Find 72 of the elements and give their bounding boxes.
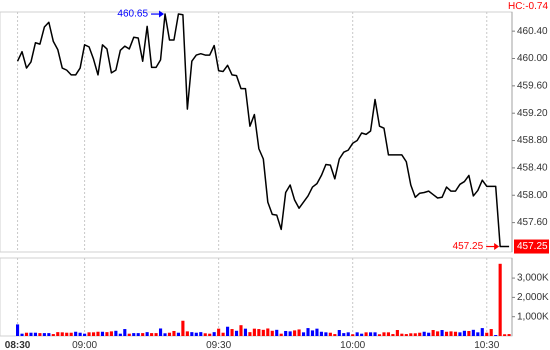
bar: [150, 333, 154, 336]
x-tick-label: 09:30: [206, 340, 232, 350]
bar: [168, 332, 172, 336]
bar: [100, 332, 104, 336]
bar: [293, 330, 296, 336]
y-tick-label: 458.40: [517, 162, 548, 174]
bar: [440, 330, 444, 336]
annotation: 460.65: [117, 8, 148, 20]
bar: [467, 330, 470, 336]
y-tick-label: 458.00: [517, 190, 548, 201]
x-tick-label: 08:30: [4, 340, 31, 350]
bar: [458, 332, 462, 336]
bar: [176, 332, 180, 336]
annotation: HC:-0.74: [508, 1, 548, 12]
y-tick-label: 460.40: [517, 26, 548, 37]
bar: [302, 332, 306, 336]
bar: [373, 332, 377, 336]
bar: [432, 330, 435, 336]
bar: [92, 332, 96, 336]
bar: [449, 331, 453, 336]
y-tick-label: 457.60: [517, 217, 548, 228]
y-tick-label: 2,000K: [517, 292, 550, 304]
bar: [369, 332, 372, 336]
bar: [382, 332, 386, 336]
x-tick-label: 09:00: [72, 340, 98, 350]
bar: [498, 264, 502, 336]
bar: [110, 331, 113, 336]
bar: [87, 332, 91, 336]
bar: [47, 333, 50, 336]
bar: [324, 332, 328, 336]
annotation: 457.25: [452, 241, 484, 252]
bar: [172, 330, 176, 336]
bar: [74, 332, 78, 336]
bar: [146, 332, 149, 336]
bar: [123, 329, 126, 336]
x-tick-label: 10:00: [340, 340, 366, 350]
bar: [386, 332, 390, 336]
bar: [454, 332, 458, 336]
bar: [158, 328, 162, 336]
x-tick-label: 10:30: [474, 340, 500, 350]
bar: [315, 328, 319, 336]
y-tick-label: 459.20: [517, 108, 548, 119]
y-tick-label: 3,000K: [517, 272, 550, 284]
bar: [284, 330, 288, 336]
bar: [244, 328, 248, 336]
bar: [24, 332, 28, 336]
y-tick-label: 460.00: [517, 53, 548, 64]
bar: [422, 332, 426, 336]
bar: [29, 332, 33, 336]
bar: [275, 330, 278, 336]
bar: [230, 329, 234, 336]
bar: [444, 332, 448, 336]
bar: [16, 324, 20, 336]
bar: [212, 332, 216, 336]
bar: [462, 330, 466, 336]
bar: [96, 332, 100, 336]
bar: [480, 328, 484, 336]
text: 457.25: [517, 241, 548, 252]
y-tick-label: 1,000K: [517, 311, 550, 322]
bar: [34, 332, 37, 336]
bar: [234, 330, 238, 336]
y-tick-label: 459.60: [517, 80, 548, 92]
bar: [239, 325, 243, 336]
bar: [306, 328, 310, 336]
bar: [310, 330, 314, 336]
bar: [141, 333, 144, 336]
y-tick-label: 458.80: [517, 135, 548, 146]
bar: [217, 328, 220, 336]
bar: [226, 326, 230, 336]
bar: [364, 332, 368, 336]
bar: [38, 333, 42, 336]
bar: [356, 332, 359, 336]
